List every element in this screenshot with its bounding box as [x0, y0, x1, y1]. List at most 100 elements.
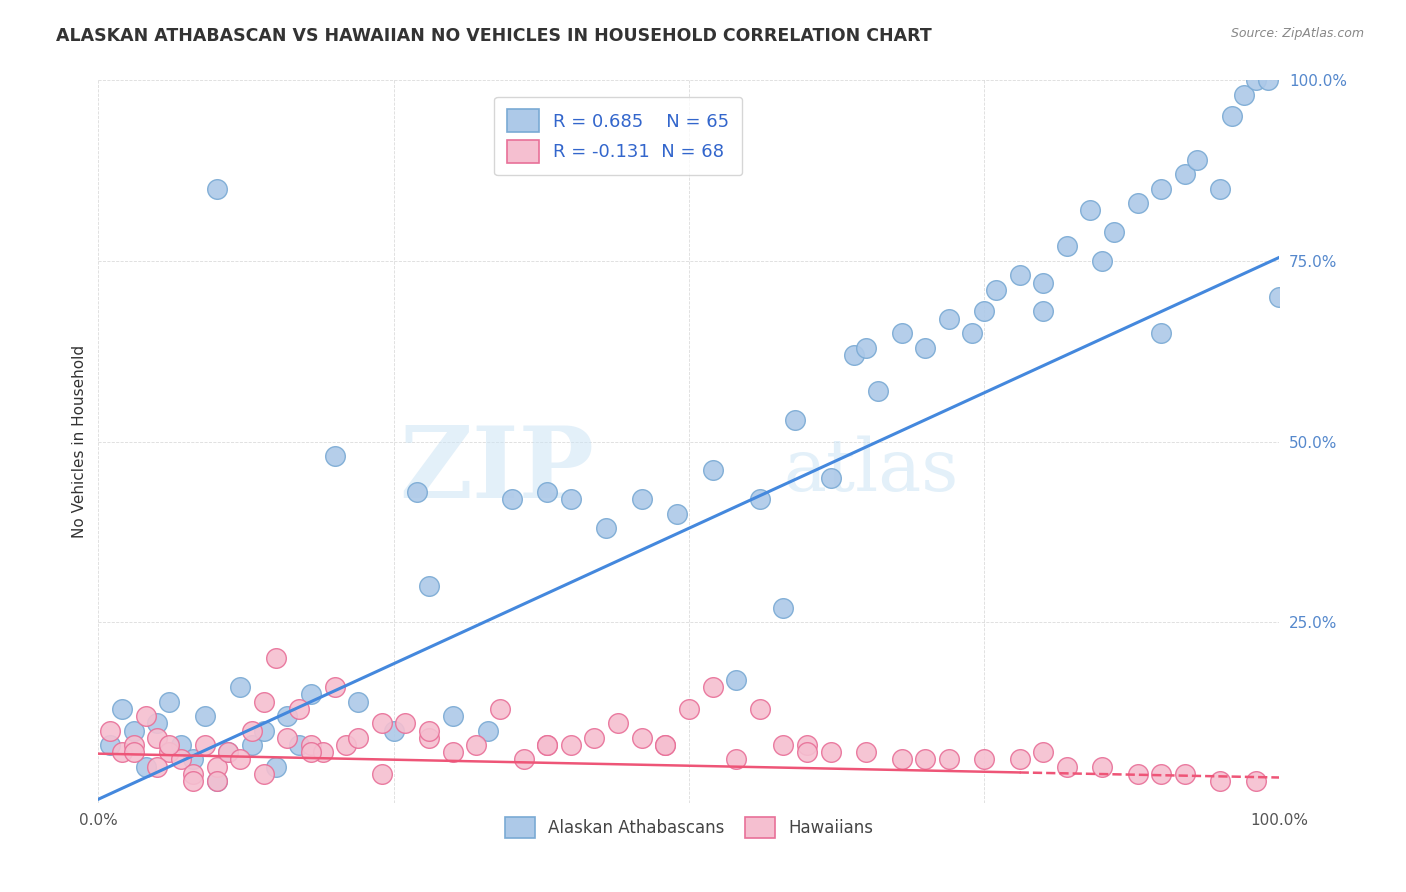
Point: [844, 348, 866, 362]
Text: ALASKAN ATHABASCAN VS HAWAIIAN NO VEHICLES IN HOUSEHOLD CORRELATION CHART: ALASKAN ATHABASCAN VS HAWAIIAN NO VEHICL…: [56, 27, 932, 45]
Point: [382, 723, 405, 738]
Point: [205, 774, 228, 789]
Point: [1091, 253, 1114, 268]
Point: [288, 702, 311, 716]
Point: [111, 702, 134, 716]
Point: [973, 752, 995, 766]
Point: [111, 745, 134, 759]
Point: [194, 738, 217, 752]
Point: [98, 723, 121, 738]
Point: [666, 507, 689, 521]
Point: [855, 341, 877, 355]
Point: [406, 485, 429, 500]
Point: [418, 579, 440, 593]
Point: [866, 384, 889, 398]
Point: [122, 745, 145, 759]
Point: [146, 760, 169, 774]
Point: [536, 485, 558, 500]
Point: [1080, 203, 1102, 218]
Point: [1209, 774, 1232, 789]
Point: [1257, 73, 1279, 87]
Point: [654, 738, 676, 752]
Point: [1209, 182, 1232, 196]
Point: [1268, 290, 1291, 304]
Point: [1032, 745, 1054, 759]
Point: [181, 767, 204, 781]
Point: [253, 723, 276, 738]
Point: [984, 283, 1007, 297]
Point: [1056, 239, 1078, 253]
Point: [371, 716, 394, 731]
Point: [323, 680, 346, 694]
Point: [772, 600, 794, 615]
Point: [1233, 87, 1256, 102]
Point: [394, 716, 416, 731]
Point: [748, 492, 770, 507]
Point: [1220, 110, 1243, 124]
Point: [607, 716, 630, 731]
Point: [276, 709, 298, 723]
Point: [205, 774, 228, 789]
Point: [1091, 760, 1114, 774]
Point: [157, 695, 180, 709]
Point: [1102, 225, 1125, 239]
Point: [962, 326, 984, 340]
Point: [512, 752, 534, 766]
Point: [441, 709, 464, 723]
Point: [914, 752, 936, 766]
Point: [205, 182, 228, 196]
Text: ZIP: ZIP: [399, 422, 595, 519]
Point: [288, 738, 311, 752]
Point: [1185, 153, 1208, 167]
Point: [205, 760, 228, 774]
Point: [240, 723, 263, 738]
Point: [264, 760, 287, 774]
Point: [820, 745, 842, 759]
Point: [299, 745, 322, 759]
Point: [501, 492, 523, 507]
Point: [654, 738, 676, 752]
Point: [135, 760, 157, 774]
Point: [135, 709, 157, 723]
Point: [335, 738, 357, 752]
Point: [772, 738, 794, 752]
Point: [312, 745, 335, 759]
Point: [299, 738, 322, 752]
Point: [276, 731, 298, 745]
Point: [1150, 767, 1173, 781]
Point: [194, 709, 217, 723]
Point: [323, 449, 346, 463]
Point: [98, 738, 121, 752]
Point: [1008, 752, 1031, 766]
Point: [914, 341, 936, 355]
Point: [630, 492, 652, 507]
Point: [229, 680, 252, 694]
Point: [973, 304, 995, 318]
Point: [855, 745, 877, 759]
Point: [371, 767, 394, 781]
Legend: Alaskan Athabascans, Hawaiians: Alaskan Athabascans, Hawaiians: [498, 810, 880, 845]
Point: [1174, 767, 1197, 781]
Point: [938, 752, 960, 766]
Point: [1150, 326, 1173, 340]
Point: [441, 745, 464, 759]
Point: [1126, 196, 1149, 211]
Point: [477, 723, 499, 738]
Point: [347, 731, 370, 745]
Point: [702, 463, 724, 477]
Point: [536, 738, 558, 752]
Point: [146, 716, 169, 731]
Point: [890, 326, 912, 340]
Point: [170, 752, 193, 766]
Point: [796, 745, 818, 759]
Point: [536, 738, 558, 752]
Point: [181, 752, 204, 766]
Point: [217, 745, 239, 759]
Point: [253, 767, 276, 781]
Point: [157, 738, 180, 752]
Point: [938, 311, 960, 326]
Point: [1126, 767, 1149, 781]
Point: [157, 745, 180, 759]
Point: [595, 521, 617, 535]
Point: [299, 687, 322, 701]
